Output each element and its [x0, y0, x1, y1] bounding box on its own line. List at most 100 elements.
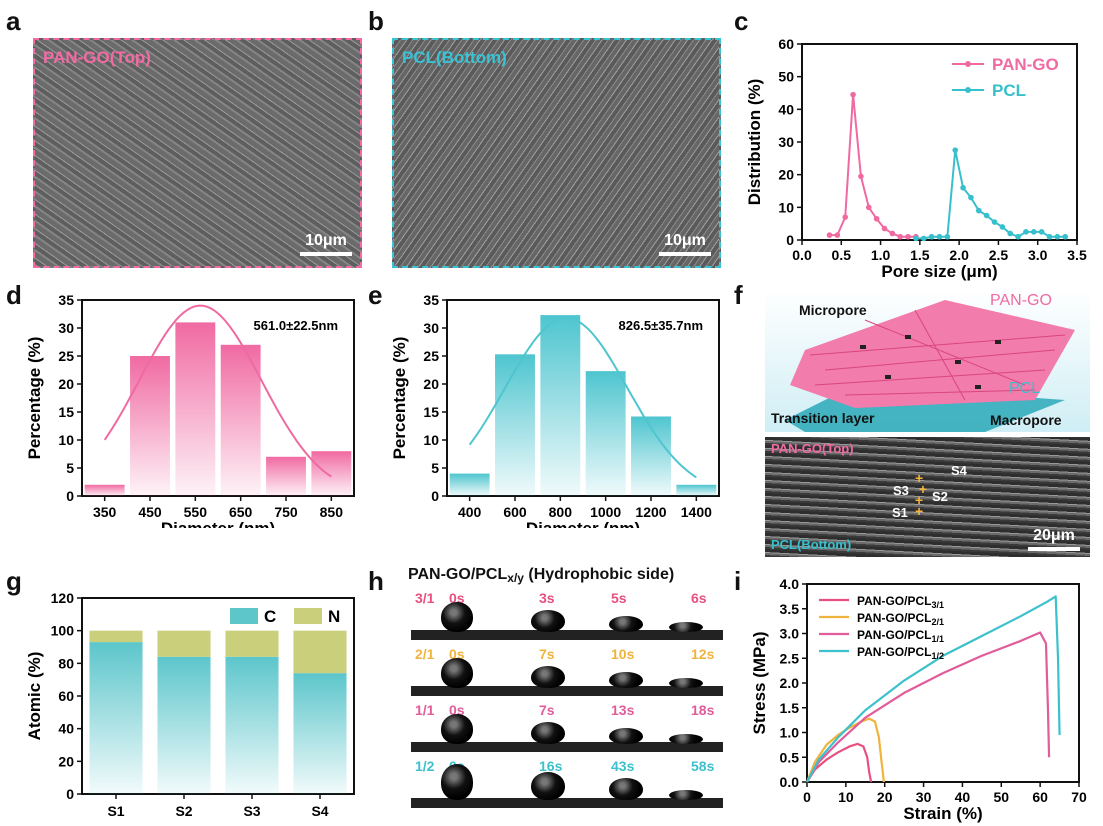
e-xtick-label: 1400	[681, 504, 712, 520]
c-legend-marker-0	[965, 61, 971, 67]
water-droplet	[441, 658, 473, 688]
drop-time-label: 43s	[611, 758, 635, 774]
drop-time-label: 3s	[539, 590, 555, 606]
water-droplet	[441, 714, 473, 744]
e-ytick-label: 30	[423, 320, 439, 336]
sem-a-scalebar: 10μm	[300, 232, 352, 256]
c-point	[991, 219, 998, 225]
c-point	[897, 233, 904, 240]
g-ytick-label: 20	[58, 753, 74, 769]
pcl-label: PCL	[1009, 380, 1041, 397]
point-s4-label: S4	[951, 463, 967, 478]
c-point	[905, 233, 911, 240]
chart-i-stress-strain: 0.0 0.5 1.0 1.5 2.0 2.5 3.0 3.5 4.0 Stress (MPa) 0…	[750, 576, 1087, 823]
i-xtick-label: 10	[838, 789, 854, 805]
i-legend-label-2: PAN-GO/PCL1/1	[857, 628, 944, 644]
c-point	[1023, 229, 1029, 235]
d-bar	[311, 451, 352, 496]
d-ytick-label: 10	[58, 432, 74, 448]
e-bar	[676, 484, 717, 496]
water-droplet	[669, 677, 703, 688]
sem-a-scale-bar	[300, 252, 352, 256]
drop-time-label: 12s	[691, 646, 715, 662]
plot-frame	[806, 583, 1080, 783]
e-bar	[495, 354, 535, 496]
drop-row-ratio: 3/1	[415, 590, 435, 606]
e-ytick-label: 25	[423, 348, 439, 364]
sem-a-label: PAN-GO(Top)	[43, 48, 151, 67]
c-ytick-label: 40	[778, 101, 794, 117]
water-droplet	[531, 771, 565, 800]
i-xtick-label: 70	[1071, 789, 1087, 805]
c-xtick-label: 0.0	[792, 247, 812, 263]
sem-a-scale-text: 10μm	[305, 232, 347, 249]
substrate	[411, 742, 723, 752]
transition-layer-label: Transition layer	[771, 410, 875, 426]
drop-row-ratio: 2/1	[415, 646, 435, 662]
c-ytick-label: 60	[778, 36, 794, 52]
d-xtick-label: 650	[229, 504, 253, 520]
c-xtick-label: 0.5	[832, 247, 852, 263]
g-bar-n	[89, 630, 143, 643]
g-xtick-label: S1	[107, 803, 124, 819]
g-bar-c	[293, 673, 347, 794]
pan-go-label: PAN-GO	[990, 292, 1052, 309]
c-xtick-label: 3.5	[1067, 247, 1087, 263]
c-point	[1030, 229, 1037, 235]
e-ytick-label: 5	[431, 460, 439, 476]
drop-time-label: 58s	[691, 758, 715, 774]
d-xtick-label: 750	[274, 504, 298, 520]
water-droplet	[669, 789, 703, 800]
c-point	[968, 194, 974, 201]
i-ytick-label: 0.0	[780, 774, 800, 790]
c-point	[834, 232, 841, 238]
chart-d-diameter-pan-go: 0 5 10 15 20 25 30 35 Percentage (%) 350 450 550 650…	[25, 292, 355, 528]
cross-top-label: PAN-GO(Top)	[771, 441, 854, 456]
i-ytick-label: 2.5	[780, 650, 800, 666]
c-point	[1054, 233, 1061, 240]
c-point	[826, 232, 833, 238]
water-droplet	[441, 602, 473, 632]
drop-time-label: 6s	[691, 590, 707, 606]
g-ytick-label: 60	[58, 688, 74, 704]
micropore-label: Micropore	[799, 302, 867, 318]
g-bar-n	[293, 630, 347, 674]
c-legend-label-1: PCL	[992, 81, 1026, 100]
i-xtick-label: 50	[993, 789, 1009, 805]
panel-label-d: d	[6, 280, 22, 310]
contact-angle-title: PAN-GO/PCLx/y (Hydrophobic side)	[408, 566, 674, 585]
water-droplet	[609, 727, 643, 744]
d-ytick-label: 30	[58, 320, 74, 336]
water-droplet	[669, 733, 703, 744]
water-droplet	[609, 615, 643, 632]
c-series-line-1	[915, 149, 1066, 240]
drop-time-label: 7s	[539, 702, 555, 718]
g-ytick-label: 100	[51, 623, 75, 639]
c-ytick-label: 20	[778, 167, 794, 183]
c-point	[1038, 229, 1045, 235]
i-ytick-label: 1.5	[780, 700, 800, 716]
i-ytick-label: 3.0	[780, 626, 800, 642]
e-xtick-label: 1000	[590, 504, 621, 520]
cross-bottom-label: PCL(Bottom)	[771, 537, 852, 552]
e-bar	[631, 416, 671, 496]
d-bar	[175, 322, 216, 496]
drop-row-ratio: 1/1	[415, 702, 435, 718]
g-ytick-label: 80	[58, 655, 74, 671]
e-ytick-label: 10	[423, 432, 439, 448]
g-bar-c	[89, 642, 143, 794]
g-ytick-label: 0	[66, 786, 74, 802]
sem-image-pcl: PCL(Bottom) 10μm	[392, 38, 721, 268]
c-point	[936, 233, 943, 240]
plot-frame	[81, 299, 355, 497]
d-xtick-label: 550	[184, 504, 208, 520]
panel-label-h: h	[368, 566, 384, 596]
c-ytick-label: 30	[778, 134, 794, 150]
c-xlabel: Pore size (μm)	[881, 262, 997, 281]
drop-row-3-1: 3/1 0s 3s 5s 6s	[411, 588, 723, 640]
c-ytick-label: 10	[778, 199, 794, 215]
g-legend-label-1: N	[328, 607, 340, 626]
drop-row-1-1: 1/1 0s 7s 13s 18s	[411, 700, 723, 752]
c-ytick-label: 50	[778, 69, 794, 85]
g-legend-swatch-1	[294, 608, 322, 624]
